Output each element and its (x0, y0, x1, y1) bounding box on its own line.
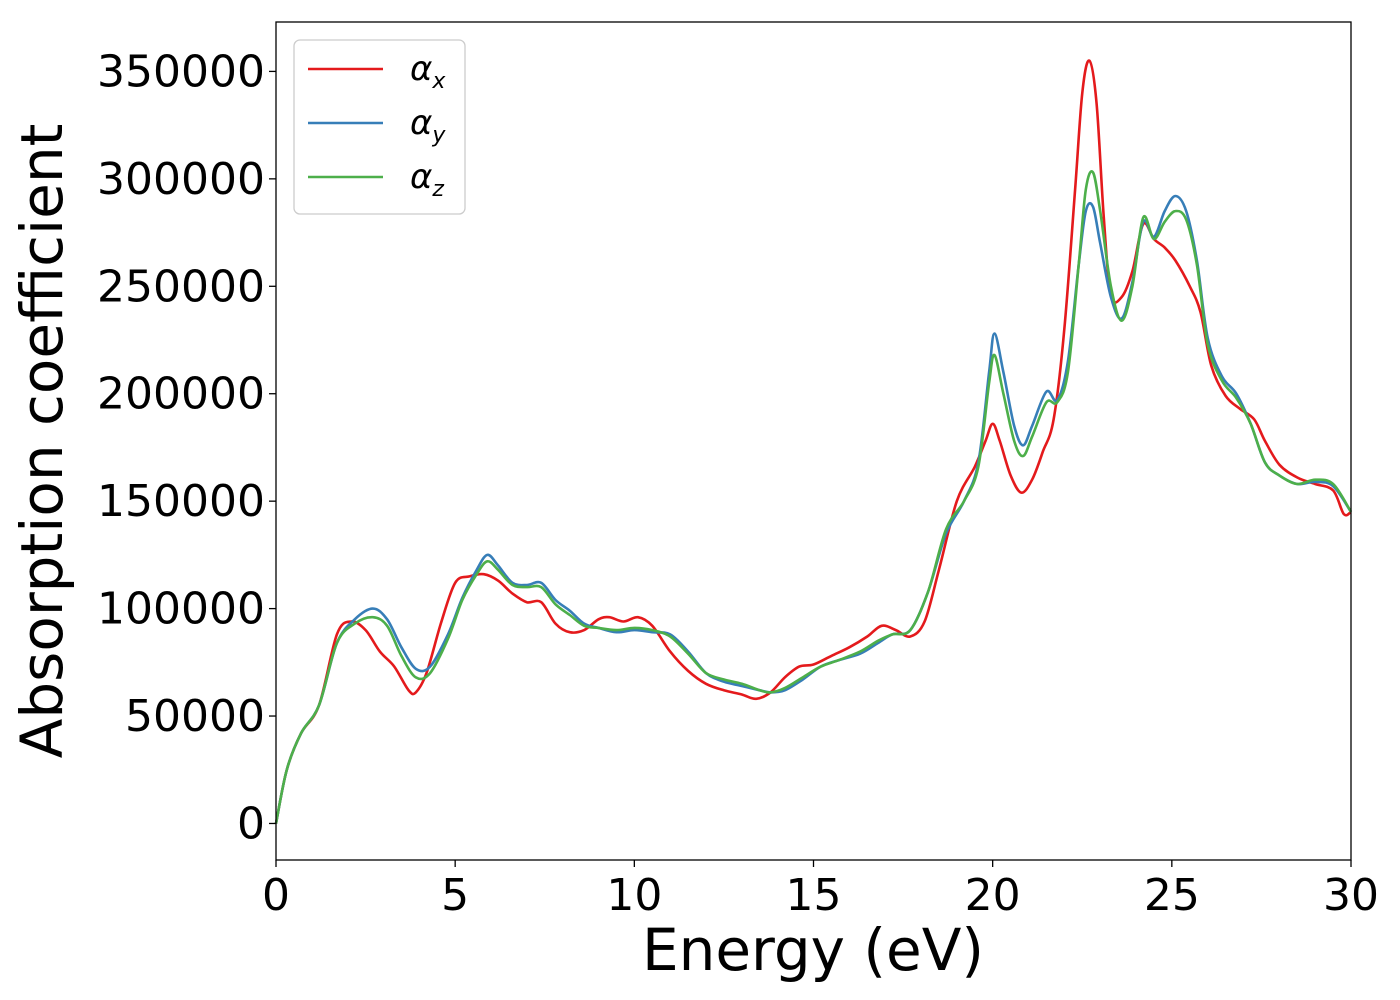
y-axis-title: Absorption coefficient (8, 124, 76, 759)
y-tick-label: 50000 (125, 691, 265, 742)
x-tick-label: 15 (786, 870, 842, 921)
x-tick-label: 20 (965, 870, 1021, 921)
y-tick-label: 250000 (97, 261, 265, 312)
x-tick-label: 30 (1323, 870, 1379, 921)
series-line-x (274, 59, 1352, 824)
y-axis-ticks: 0 50000 100000 150000 200000 250000 300000 3500… (97, 46, 276, 849)
series-layer (274, 59, 1353, 824)
x-tick-label: 10 (606, 870, 662, 921)
y-tick-label: 100000 (97, 584, 265, 635)
legend-label-y: αy (410, 103, 446, 148)
y-tick-label: 0 (237, 798, 265, 849)
y-tick-label: 300000 (97, 154, 265, 205)
x-tick-label: 0 (262, 870, 290, 921)
x-axis-ticks: 0 5 10 15 20 25 30 (262, 860, 1379, 921)
y-tick-label: 200000 (97, 369, 265, 420)
x-axis-title: Energy (eV) (642, 916, 984, 984)
x-tick-label: 5 (441, 870, 469, 921)
legend-box (293, 39, 466, 215)
y-tick-label: 350000 (97, 46, 265, 97)
y-tick-label: 150000 (97, 476, 265, 527)
series-line-y (274, 194, 1353, 824)
series-line-z (274, 170, 1353, 824)
x-tick-label: 25 (1144, 870, 1200, 921)
